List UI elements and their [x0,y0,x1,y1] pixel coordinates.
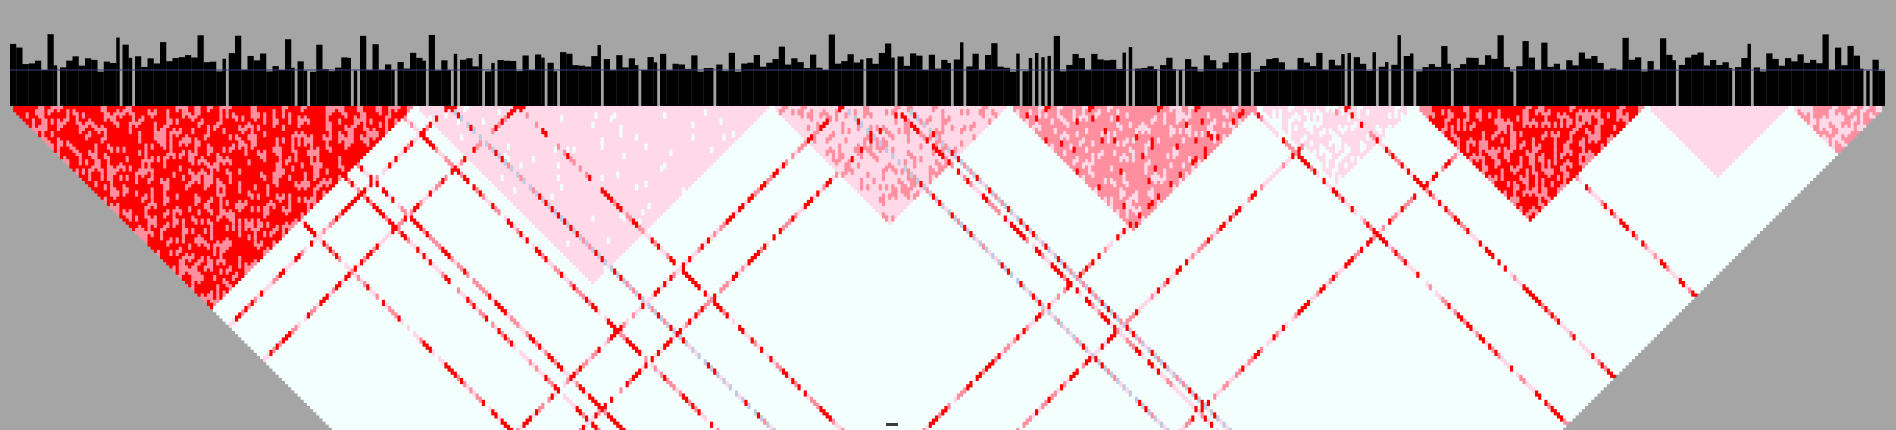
ld-heatmap-triangle[interactable] [13,106,1882,430]
